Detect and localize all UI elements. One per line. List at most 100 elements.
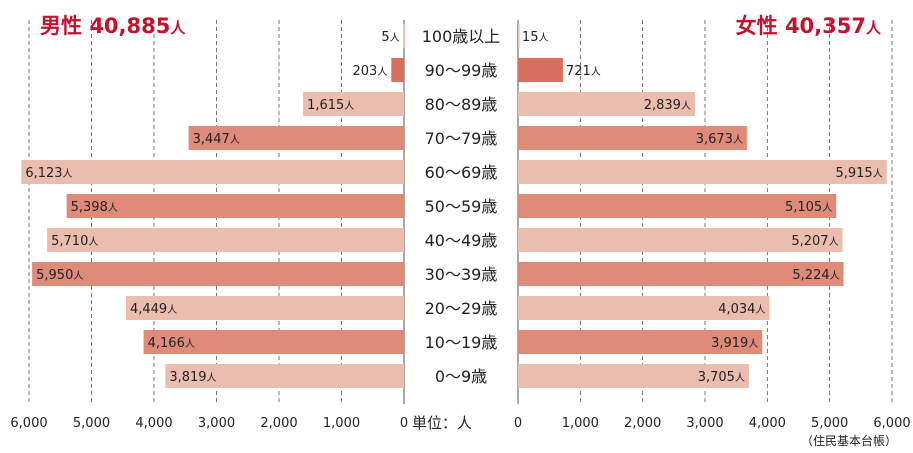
age-category-label: 80〜89歳 bbox=[425, 95, 498, 114]
age-category-label: 0〜9歳 bbox=[435, 367, 487, 386]
male-value-label: 4,166人 bbox=[148, 336, 195, 351]
male-bar bbox=[391, 58, 404, 82]
male-x-tick-label: 6,000 bbox=[10, 416, 47, 431]
female-total-unit: 人 bbox=[865, 19, 881, 37]
male-value-unit: 人 bbox=[167, 304, 177, 316]
female-x-tick-label: 3,000 bbox=[686, 416, 723, 431]
male-value-label: 3,447人 bbox=[193, 132, 240, 147]
age-category-label: 60〜69歳 bbox=[425, 163, 498, 182]
female-bar bbox=[518, 296, 770, 320]
male-value-unit: 人 bbox=[207, 372, 217, 384]
male-x-tick-label: 5,000 bbox=[73, 416, 110, 431]
female-value-unit: 人 bbox=[822, 202, 832, 214]
source-note: （住民基本台帳） bbox=[800, 434, 897, 448]
male-value-label: 4,449人 bbox=[130, 302, 177, 317]
female-value-label: 3,673人 bbox=[696, 132, 743, 147]
male-bar bbox=[188, 126, 404, 150]
female-value-unit: 人 bbox=[733, 134, 743, 146]
male-value-unit: 人 bbox=[88, 236, 98, 248]
male-value-label: 3,819人 bbox=[169, 370, 216, 385]
male-total-value: 40,885 bbox=[89, 14, 171, 38]
female-bar bbox=[518, 194, 837, 218]
male-bar bbox=[143, 330, 404, 354]
female-value-label: 5,207人 bbox=[791, 234, 838, 249]
male-value-label: 5,710人 bbox=[51, 234, 98, 249]
male-total-label: 男性 40,885人 bbox=[40, 10, 185, 40]
female-x-tick-label: 0 bbox=[514, 416, 522, 431]
male-value-label: 5,398人 bbox=[71, 200, 118, 215]
female-value-unit: 人 bbox=[681, 100, 691, 112]
female-bar bbox=[518, 126, 747, 150]
female-x-tick-label: 5,000 bbox=[811, 416, 848, 431]
female-x-tick-label: 6,000 bbox=[873, 416, 910, 431]
female-x-tick-label: 1,000 bbox=[562, 416, 599, 431]
age-category-label: 70〜79歳 bbox=[425, 129, 498, 148]
age-category-label: 20〜29歳 bbox=[425, 299, 498, 318]
female-bar bbox=[518, 24, 520, 48]
male-bar bbox=[66, 194, 404, 218]
female-value-label: 4,034人 bbox=[718, 302, 765, 317]
bar-layer bbox=[21, 24, 887, 388]
female-bar bbox=[518, 364, 749, 388]
age-category-label: 50〜59歳 bbox=[425, 197, 498, 216]
male-value-unit: 人 bbox=[73, 270, 83, 282]
female-value-unit: 人 bbox=[735, 372, 745, 384]
age-category-label: 100歳以上 bbox=[422, 27, 501, 46]
male-total-unit: 人 bbox=[170, 19, 186, 37]
female-value-label: 721人 bbox=[566, 64, 601, 79]
male-x-tick-label: 4,000 bbox=[135, 416, 172, 431]
male-value-label: 6,123人 bbox=[25, 166, 72, 181]
female-value-label: 3,705人 bbox=[698, 370, 745, 385]
male-bar bbox=[165, 364, 404, 388]
female-value-label: 2,839人 bbox=[644, 98, 691, 113]
female-value-label: 5,224人 bbox=[792, 268, 839, 283]
female-value-unit: 人 bbox=[873, 168, 883, 180]
male-value-unit: 人 bbox=[185, 338, 195, 350]
male-x-tick-label: 0 bbox=[400, 416, 408, 431]
female-value-unit: 人 bbox=[829, 236, 839, 248]
male-bar bbox=[403, 24, 406, 48]
female-x-tick-label: 4,000 bbox=[749, 416, 786, 431]
male-value-unit: 人 bbox=[344, 100, 354, 112]
female-value-unit: 人 bbox=[755, 304, 765, 316]
female-total-value: 40,357 bbox=[784, 14, 866, 38]
female-value-unit: 人 bbox=[748, 338, 758, 350]
female-bar bbox=[518, 160, 887, 184]
tick-layer: 6,000 5,000 4,000 3,000 2,000 1,000 0 0 1,000 2,0… bbox=[10, 416, 910, 431]
male-value-unit: 人 bbox=[108, 202, 118, 214]
female-bar bbox=[518, 262, 844, 286]
age-category-label: 10〜19歳 bbox=[425, 333, 498, 352]
female-value-label: 15人 bbox=[522, 30, 549, 45]
female-value-unit: 人 bbox=[538, 32, 548, 44]
age-category-label: 90〜99歳 bbox=[425, 61, 498, 80]
male-value-unit: 人 bbox=[63, 168, 73, 180]
male-x-tick-label: 2,000 bbox=[260, 416, 297, 431]
female-value-label: 3,919人 bbox=[711, 336, 758, 351]
female-value-unit: 人 bbox=[591, 66, 601, 78]
female-value-unit: 人 bbox=[830, 270, 840, 282]
male-x-tick-label: 1,000 bbox=[323, 416, 360, 431]
male-value-label: 203人 bbox=[352, 64, 387, 79]
female-value-label: 5,915人 bbox=[835, 166, 882, 181]
label-layer: 100歳以上 5人 15人 90〜99歳 203人 721人 80〜89歳 1,615人 2,8… bbox=[25, 27, 882, 386]
female-value-label: 5,105人 bbox=[785, 200, 832, 215]
female-bar bbox=[518, 92, 695, 116]
female-bar bbox=[518, 228, 843, 252]
age-category-label: 30〜39歳 bbox=[425, 265, 498, 284]
male-bar bbox=[47, 228, 404, 252]
male-bar bbox=[32, 262, 404, 286]
male-value-label: 5,950人 bbox=[36, 268, 83, 283]
male-x-tick-label: 3,000 bbox=[198, 416, 235, 431]
male-value-unit: 人 bbox=[230, 134, 240, 146]
male-bar bbox=[303, 92, 404, 116]
female-bar bbox=[518, 330, 763, 354]
male-bar bbox=[125, 296, 404, 320]
male-bar bbox=[21, 160, 404, 184]
female-total-label: 女性 40,357人 bbox=[736, 10, 881, 40]
female-bar bbox=[518, 58, 563, 82]
age-category-label: 40〜49歳 bbox=[425, 231, 498, 250]
male-total-title: 男性 bbox=[40, 14, 82, 38]
male-value-label: 1,615人 bbox=[307, 98, 354, 113]
female-total-title: 女性 bbox=[735, 14, 778, 38]
